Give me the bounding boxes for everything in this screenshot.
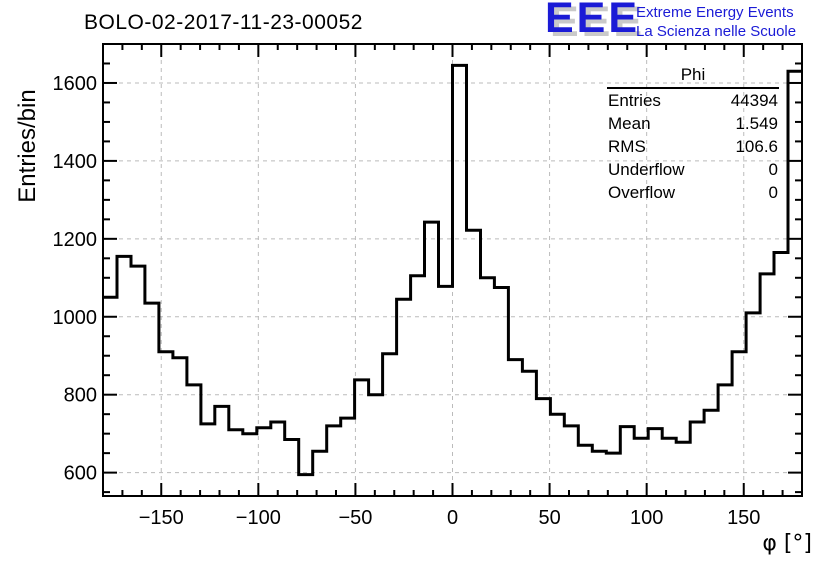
x-axis-title: φ [°]	[762, 531, 812, 556]
y-tick-label: 1200	[53, 229, 98, 251]
stat-value: 0	[768, 183, 778, 202]
x-tick-label: 0	[447, 507, 458, 529]
stats-row-underflow: Underflow 0	[607, 158, 779, 181]
stat-label: Underflow	[608, 160, 685, 179]
y-tick-label: 1600	[53, 73, 98, 95]
stat-label: Entries	[608, 91, 661, 110]
stats-box: Phi Entries 44394 Mean 1.549 RMS 106.6 U…	[607, 64, 779, 204]
stat-label: Mean	[608, 114, 651, 133]
stats-title: Phi	[607, 64, 779, 89]
x-tick-label: 100	[630, 507, 663, 529]
y-axis-title: Entries/bin	[14, 89, 41, 203]
x-tick-label: 150	[727, 507, 760, 529]
eee-logo-acronym: EEE	[545, 0, 641, 42]
stat-value: 44394	[730, 91, 778, 110]
x-tick-label: −50	[338, 507, 372, 529]
y-tick-label: 1400	[53, 151, 98, 173]
histogram-line	[103, 63, 802, 477]
stat-label: RMS	[608, 137, 646, 156]
stat-value: 106.6	[735, 137, 778, 156]
eee-logo-text: Extreme Energy Events La Scienza nelle S…	[636, 3, 796, 41]
y-tick-label: 600	[64, 463, 97, 485]
logo-line1: Extreme Energy Events	[636, 4, 794, 21]
stats-row-entries: Entries 44394	[607, 89, 779, 112]
stats-row-overflow: Overflow 0	[607, 181, 779, 204]
x-tick-label: −100	[236, 507, 281, 529]
stats-row-mean: Mean 1.549	[607, 112, 779, 135]
page-title: BOLO-02-2017-11-23-00052	[84, 11, 363, 34]
y-tick-label: 800	[64, 385, 97, 407]
x-tick-label: −150	[139, 507, 184, 529]
stat-label: Overflow	[608, 183, 676, 202]
stat-value: 1.549	[735, 114, 778, 133]
y-tick-label: 1000	[53, 307, 98, 329]
stats-row-rms: RMS 106.6	[607, 135, 779, 158]
x-tick-label: 50	[538, 507, 560, 529]
logo-line2: La Scienza nelle Scuole	[636, 23, 797, 40]
stat-value: 0	[768, 160, 778, 179]
